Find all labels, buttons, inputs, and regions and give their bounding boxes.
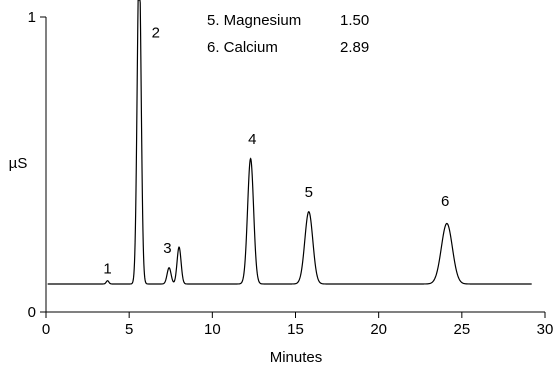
peak-label: 3 <box>163 240 171 257</box>
trace <box>47 0 532 285</box>
peak-label: 2 <box>152 25 160 42</box>
x-tick-label: 15 <box>287 321 304 338</box>
peak-label: 6 <box>441 193 449 210</box>
x-tick-label: 20 <box>370 321 387 338</box>
x-tick-label: 5 <box>125 321 133 338</box>
legend-entry-value: 2.89 <box>340 39 369 56</box>
x-tick-label: 10 <box>204 321 221 338</box>
chromatogram-line <box>47 0 532 285</box>
y-tick-label: 0 <box>28 304 36 321</box>
y-tick-label: 1 <box>28 9 36 26</box>
legend-entry-name: 5. Magnesium <box>207 12 301 29</box>
x-axis-title: Minutes <box>270 349 323 366</box>
legend: 5. Magnesium 1.50 6. Calcium 2.89 <box>207 12 369 56</box>
legend-entry-name: 6. Calcium <box>207 39 278 56</box>
legend-entry-value: 1.50 <box>340 12 369 29</box>
x-tick-label: 30 <box>537 321 554 338</box>
peak-label: 1 <box>103 261 111 278</box>
x-tick-label: 0 <box>42 321 50 338</box>
peak-label: 5 <box>305 184 313 201</box>
peak-label: 4 <box>248 131 256 148</box>
y-axis-title: µS <box>9 155 28 172</box>
x-tick-label: 25 <box>453 321 470 338</box>
peak-labels: 1 2 3 4 5 6 <box>103 25 449 278</box>
